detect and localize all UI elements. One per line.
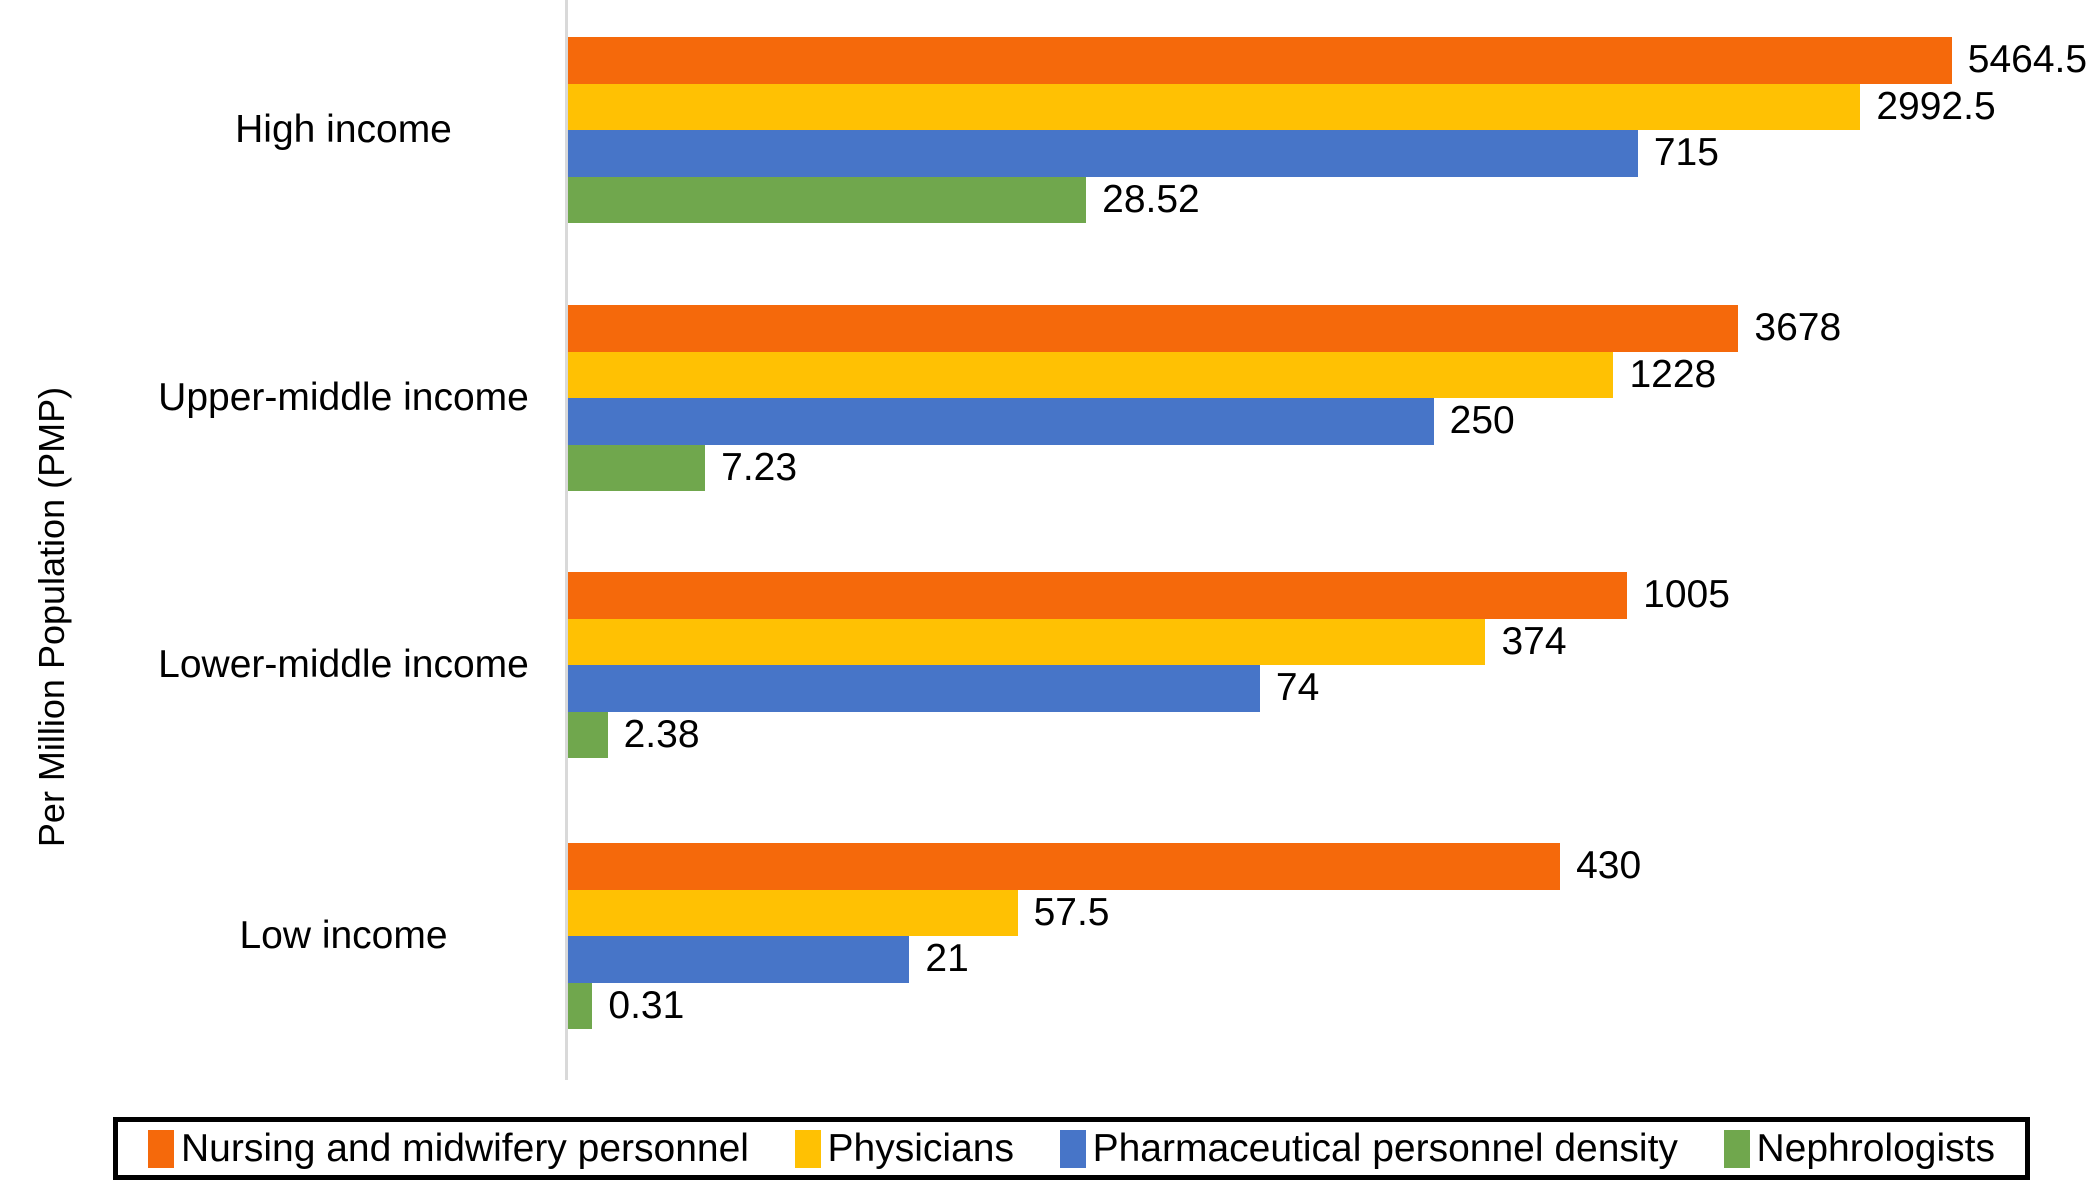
bar-group-upper-middle-income: 3678 1228 250 7.23 bbox=[568, 305, 2092, 491]
bar-row: 57.5 bbox=[568, 889, 2092, 936]
plot-area: 5464.5 2992.5 715 28.52 3678 1228 250 7.23 1005 3… bbox=[568, 0, 2092, 1080]
legend-swatch-icon bbox=[148, 1129, 174, 1168]
bar-row: 1228 bbox=[568, 351, 2092, 398]
legend-item-nephrologists: Nephrologists bbox=[1723, 1126, 1995, 1171]
bar-row: 5464.5 bbox=[568, 37, 2092, 84]
value-label: 3678 bbox=[1754, 306, 1842, 349]
bar-nephrologists bbox=[568, 176, 1087, 223]
bar-nursing-and-midwifery-personnel bbox=[568, 37, 1952, 84]
value-label: 57.5 bbox=[1033, 890, 1110, 934]
bar-nursing-and-midwifery-personnel bbox=[568, 572, 1628, 619]
value-label: 7.23 bbox=[721, 445, 798, 489]
bar-physicians bbox=[568, 351, 1614, 398]
bar-row: 715 bbox=[568, 130, 2092, 177]
category-label-high-income: High income bbox=[235, 108, 452, 151]
bar-physicians bbox=[568, 618, 1486, 665]
bar-row: 3678 bbox=[568, 305, 2092, 352]
bar-row: 430 bbox=[568, 843, 2092, 890]
bar-row: 0.31 bbox=[568, 982, 2092, 1029]
bar-pharmaceutical-personnel-density bbox=[568, 130, 1638, 177]
value-label: 250 bbox=[1449, 399, 1515, 442]
bar-nursing-and-midwifery-personnel bbox=[568, 305, 1739, 352]
bar-nephrologists bbox=[568, 444, 706, 491]
legend-swatch-icon bbox=[794, 1129, 821, 1168]
value-label: 21 bbox=[925, 937, 969, 980]
category-label-low-income: Low income bbox=[239, 914, 448, 957]
legend-swatch-icon bbox=[1723, 1129, 1750, 1168]
bar-physicians bbox=[568, 83, 1861, 130]
value-label: 2992.5 bbox=[1876, 84, 1996, 128]
legend-swatch-icon bbox=[1059, 1129, 1086, 1168]
bar-nephrologists bbox=[568, 982, 593, 1029]
value-label: 0.31 bbox=[608, 983, 685, 1027]
legend-label: Physicians bbox=[827, 1126, 1014, 1170]
value-label: 1228 bbox=[1629, 352, 1717, 396]
value-label: 2.38 bbox=[623, 712, 700, 756]
legend-label: Nephrologists bbox=[1756, 1126, 1995, 1170]
bar-row: 2.38 bbox=[568, 711, 2092, 758]
legend-label: Nursing and midwifery personnel bbox=[181, 1126, 749, 1170]
value-label: 715 bbox=[1653, 131, 1719, 174]
bar-pharmaceutical-personnel-density bbox=[568, 936, 910, 983]
bar-row: 250 bbox=[568, 398, 2092, 445]
bar-row: 7.23 bbox=[568, 444, 2092, 491]
legend: Nursing and midwifery personnel Physician… bbox=[113, 1117, 2030, 1180]
y-axis-line bbox=[565, 0, 568, 1080]
y-axis-label: Per Million Population (PMP) bbox=[31, 386, 72, 848]
bar-pharmaceutical-personnel-density bbox=[568, 398, 1434, 445]
bar-row: 1005 bbox=[568, 572, 2092, 619]
bar-nephrologists bbox=[568, 711, 608, 758]
bar-row: 374 bbox=[568, 618, 2092, 665]
bar-row: 21 bbox=[568, 936, 2092, 983]
bar-pharmaceutical-personnel-density bbox=[568, 665, 1260, 712]
legend-item-physicians: Physicians bbox=[794, 1126, 1014, 1171]
bar-row: 74 bbox=[568, 665, 2092, 712]
legend-item-pharmaceutical-personnel-density: Pharmaceutical personnel density bbox=[1059, 1126, 1678, 1171]
bar-physicians bbox=[568, 889, 1018, 936]
legend-item-nursing-and-midwifery-personnel: Nursing and midwifery personnel bbox=[148, 1127, 749, 1171]
bar-nursing-and-midwifery-personnel bbox=[568, 843, 1561, 890]
bar-row: 2992.5 bbox=[568, 83, 2092, 130]
legend-label: Pharmaceutical personnel density bbox=[1092, 1126, 1678, 1170]
value-label: 74 bbox=[1275, 666, 1320, 709]
value-label: 374 bbox=[1501, 619, 1567, 663]
value-label: 5464.5 bbox=[1967, 38, 2088, 81]
bar-row: 28.52 bbox=[568, 176, 2092, 223]
bar-group-lower-middle-income: 1005 374 74 2.38 bbox=[568, 572, 2092, 758]
category-label-lower-middle-income: Lower-middle income bbox=[158, 643, 529, 686]
value-label: 1005 bbox=[1643, 573, 1730, 616]
value-label: 28.52 bbox=[1102, 177, 1200, 221]
category-label-upper-middle-income: Upper-middle income bbox=[158, 376, 529, 419]
bar-group-high-income: 5464.5 2992.5 715 28.52 bbox=[568, 37, 2092, 223]
value-label: 430 bbox=[1576, 844, 1642, 887]
bar-group-low-income: 430 57.5 21 0.31 bbox=[568, 843, 2092, 1029]
